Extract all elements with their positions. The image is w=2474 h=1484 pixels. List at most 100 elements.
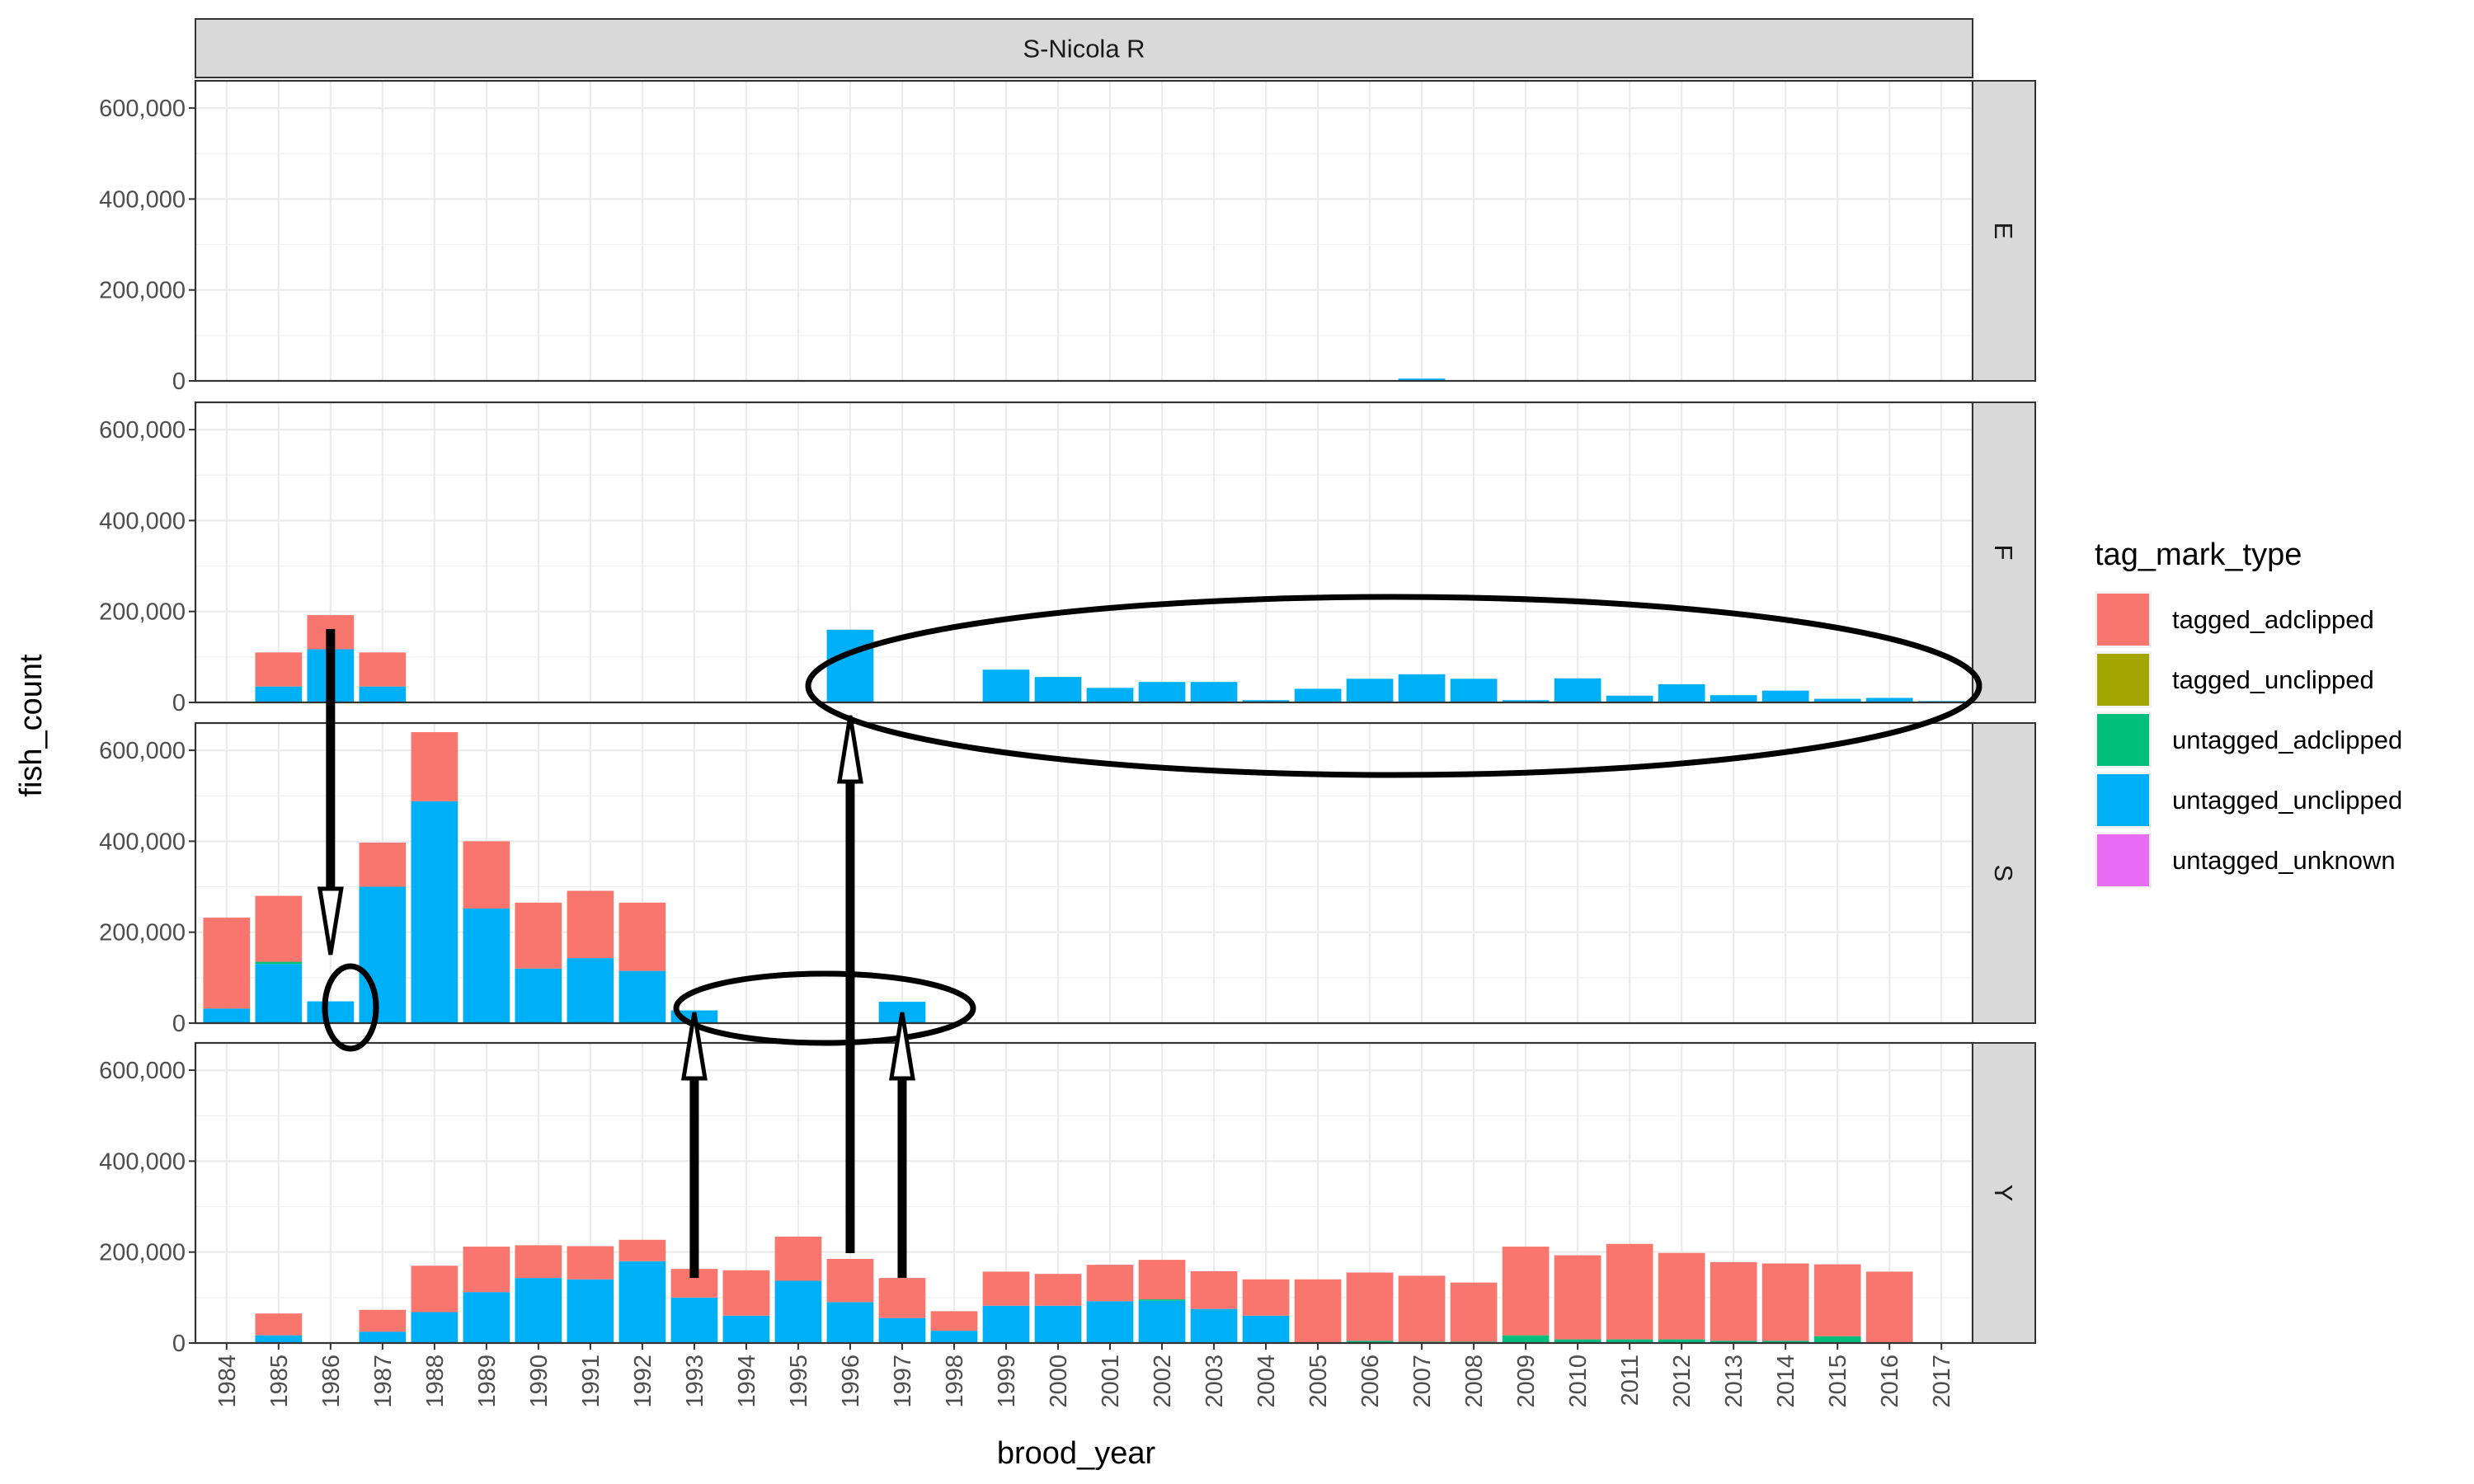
x-tick-label: 1992 (630, 1355, 656, 1408)
y-tick-label: 400,000 (99, 186, 186, 213)
panel-F: 0 200,000 400,000 600,000 F (99, 401, 2036, 716)
legend-key-untagged_adclipped (2097, 714, 2149, 766)
bar-untagged_adclipped-2011 (1606, 1339, 1653, 1343)
bar-tagged_adclipped-2016 (1865, 1271, 1913, 1343)
bar-untagged_unclipped-2013 (1710, 695, 1757, 702)
bar-tagged_adclipped-2011 (1606, 1243, 1653, 1340)
bar-tagged_adclipped-1988 (411, 1266, 459, 1313)
bar-untagged_unclipped-2015 (1813, 698, 1861, 702)
bar-tagged_adclipped-1984 (203, 918, 251, 1009)
panel-strip-label: F (1989, 545, 2018, 561)
x-tick-label: 2015 (1825, 1355, 1851, 1408)
bar-untagged_unclipped-1985 (255, 1335, 303, 1343)
panel-strip (1972, 80, 2036, 382)
x-tick-label: 2003 (1202, 1355, 1228, 1408)
bar-tagged_adclipped-2013 (1710, 1261, 1757, 1341)
bar-untagged_unclipped-2003 (1190, 682, 1238, 702)
bar-untagged_unclipped-1995 (774, 1280, 822, 1343)
x-tick-label: 1989 (474, 1355, 501, 1408)
bar-tagged_adclipped-1991 (567, 890, 614, 959)
x-tick-label: 2008 (1461, 1355, 1488, 1408)
facet-strip (195, 18, 1973, 78)
bar-untagged_unclipped-1987 (359, 686, 407, 702)
bar-untagged_adclipped-2002 (1138, 1299, 1186, 1301)
bar-untagged_unclipped-1993 (670, 1297, 718, 1343)
x-tick-label: 2014 (1773, 1355, 1799, 1408)
bar-tagged_adclipped-2000 (1034, 1274, 1082, 1306)
x-tick-label: 1995 (786, 1355, 812, 1408)
bar-untagged_adclipped-2006 (1346, 1341, 1394, 1343)
bar-untagged_unclipped-1986 (307, 1001, 355, 1023)
bar-tagged_adclipped-2002 (1138, 1260, 1186, 1300)
bar-tagged_adclipped-1994 (722, 1270, 770, 1316)
bar-tagged_adclipped-2010 (1554, 1255, 1602, 1340)
panel-strip (1972, 722, 2036, 1024)
legend-key-untagged_unknown (2097, 834, 2149, 886)
x-tick-label: 2010 (1565, 1355, 1592, 1408)
y-tick-label: 600,000 (99, 96, 186, 122)
x-tick-label: 2000 (1046, 1355, 1072, 1408)
x-tick-label: 2006 (1357, 1355, 1384, 1408)
annotation-arrow-1997-head (889, 1012, 915, 1081)
panel-Y: 0 200,000 400,000 600,000 Y (99, 1041, 2036, 1357)
panel-background (195, 81, 1973, 381)
bar-tagged_adclipped-1989 (463, 841, 510, 909)
bar-tagged_adclipped-1997 (878, 1278, 926, 1318)
bar-tagged_adclipped-1992 (618, 902, 666, 971)
y-tick-label: 200,000 (99, 920, 186, 946)
bar-untagged_unclipped-1991 (567, 1279, 614, 1343)
panel-E: 0 200,000 400,000 600,000 E (99, 79, 2036, 395)
y-tick-label: 400,000 (99, 829, 186, 855)
x-tick-label: 2012 (1669, 1355, 1696, 1408)
y-tick-label: 600,000 (99, 738, 186, 764)
y-tick-label: 200,000 (99, 278, 186, 304)
bar-untagged_unclipped-1996 (826, 629, 874, 702)
x-tick-label: 1988 (422, 1355, 449, 1408)
x-tick-label: 1984 (214, 1355, 241, 1408)
x-tick-label: 1997 (890, 1355, 916, 1408)
panel-strip-label: Y (1989, 1185, 2018, 1202)
bar-tagged_adclipped-1985 (255, 1313, 303, 1336)
bar-untagged_unclipped-2007 (1398, 674, 1446, 702)
bar-tagged_adclipped-1996 (826, 1258, 874, 1303)
bar-untagged_unclipped-2008 (1450, 679, 1498, 702)
bar-tagged_adclipped-2004 (1242, 1279, 1290, 1316)
bar-untagged_unclipped-2010 (1554, 678, 1602, 702)
panel-strip (1972, 402, 2036, 703)
bar-tagged_adclipped-1998 (930, 1311, 978, 1331)
x-tick-label: 1991 (578, 1355, 604, 1408)
annotation-ellipse-1986 (322, 963, 379, 1052)
bar-tagged_adclipped-1990 (515, 1245, 562, 1279)
bar-untagged_unclipped-1987 (359, 1331, 407, 1343)
x-tick-label: 2009 (1513, 1355, 1540, 1408)
x-tick-label: 1987 (370, 1355, 397, 1408)
bar-tagged_adclipped-2015 (1813, 1264, 1861, 1336)
bar-untagged_adclipped-2015 (1813, 1336, 1861, 1343)
y-tick-label: 400,000 (99, 1148, 186, 1175)
x-tick-label: 2011 (1617, 1355, 1644, 1406)
bar-untagged_unclipped-2003 (1190, 1308, 1238, 1343)
bar-untagged_unclipped-1994 (722, 1315, 770, 1343)
bar-untagged_unclipped-1990 (515, 1278, 562, 1343)
y-tick-label: 0 (172, 690, 186, 716)
x-tick-label: 1986 (318, 1355, 345, 1408)
bar-tagged_adclipped-1989 (463, 1247, 510, 1293)
legend-label-untagged_unknown: untagged_unknown (2172, 846, 2396, 875)
bar-tagged_adclipped-1999 (982, 1271, 1030, 1306)
legend-label-untagged_unclipped: untagged_unclipped (2172, 786, 2402, 815)
bar-untagged_unclipped-1988 (411, 801, 459, 1023)
bar-untagged_unclipped-1996 (826, 1302, 874, 1343)
bar-untagged_unclipped-2002 (1138, 1300, 1186, 1343)
y-tick-label: 200,000 (99, 599, 186, 626)
annotation-ellipse-f-panel (805, 594, 1982, 778)
legend-title: tag_mark_type (2095, 538, 2302, 572)
bar-untagged_adclipped-2012 (1658, 1339, 1705, 1343)
bar-tagged_adclipped-1991 (567, 1246, 614, 1280)
bar-tagged_adclipped-2009 (1502, 1247, 1550, 1336)
bar-untagged_unclipped-1992 (618, 1261, 666, 1343)
y-tick-label: 200,000 (99, 1240, 186, 1266)
panel-strip-label: S (1989, 865, 2018, 882)
bar-tagged_adclipped-2014 (1761, 1263, 1809, 1341)
bar-untagged_unclipped-2007 (1398, 378, 1446, 381)
